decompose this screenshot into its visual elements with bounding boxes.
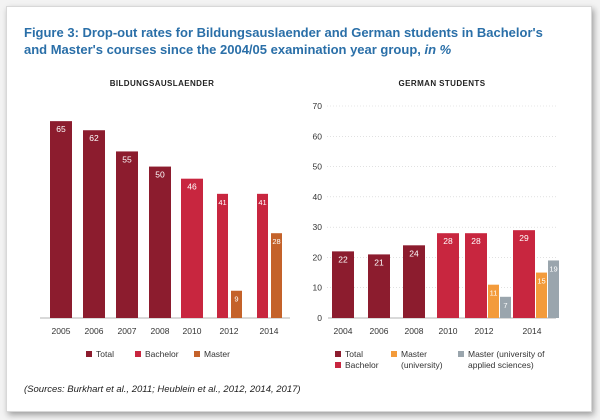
legend-swatch-master-university (391, 351, 397, 357)
legend-label-master-university-2: (university) (401, 360, 443, 370)
y-tick-label: 10 (313, 283, 323, 293)
title-main: Figure 3: Drop-out rates for Bildungsaus… (24, 25, 543, 57)
y-tick-label: 0 (317, 313, 322, 323)
y-tick-label: 50 (313, 162, 323, 172)
data-label: 62 (89, 133, 99, 143)
data-label: 22 (338, 254, 348, 264)
y-tick-label: 20 (313, 252, 323, 262)
legend-label-master-uas: Master (university of (468, 349, 545, 359)
figure-title: Figure 3: Drop-out rates for Bildungsaus… (24, 24, 564, 58)
y-tick-label: 70 (313, 101, 323, 111)
bar-master (231, 290, 242, 318)
bar-master (271, 233, 282, 318)
y-tick-label: 40 (313, 192, 323, 202)
data-label: 28 (272, 237, 280, 246)
legend-label-bachelor: Bachelor (145, 349, 179, 359)
bar-bachelor (513, 230, 535, 318)
legend-label-master: Master (204, 349, 230, 359)
x-tick-label: 2006 (85, 326, 104, 336)
bar-bachelor (181, 178, 203, 318)
data-label: 21 (374, 257, 384, 267)
bar-bachelor (217, 193, 228, 318)
legend-label-master-uas-2: applied sciences) (468, 360, 534, 370)
x-tick-label: 2006 (370, 326, 389, 336)
x-tick-label: 2012 (220, 326, 239, 336)
title-unit: in % (424, 42, 452, 57)
x-tick-label: 2014 (260, 326, 279, 336)
x-tick-label: 2007 (118, 326, 137, 336)
bar-master-university-of-applied-sciences- (548, 260, 559, 318)
bar-total (332, 251, 354, 318)
y-tick-label: 60 (313, 131, 323, 141)
x-tick-label: 2010 (439, 326, 458, 336)
data-label: 41 (258, 198, 266, 207)
bar-total (116, 151, 138, 318)
legend-swatch-master-uas (458, 351, 464, 357)
x-tick-label: 2005 (52, 326, 71, 336)
data-label: 19 (549, 264, 557, 273)
data-label: 7 (503, 301, 507, 310)
bar-master-university-of-applied-sciences- (500, 296, 511, 318)
bar-bachelor (465, 233, 487, 318)
y-tick-label: 30 (313, 222, 323, 232)
data-label: 9 (234, 295, 238, 304)
legend-label-total: Total (96, 349, 114, 359)
data-label: 46 (187, 182, 197, 192)
data-label: 15 (537, 277, 545, 286)
bar-bachelor (437, 233, 459, 318)
bar-total (403, 245, 425, 318)
x-tick-label: 2008 (405, 326, 424, 336)
data-label: 50 (155, 170, 165, 180)
x-tick-label: 2014 (523, 326, 542, 336)
panel-title-0: BILDUNGSAUSLAENDER (110, 79, 215, 88)
panel-title-1: GERMAN STUDENTS (399, 79, 486, 88)
x-tick-label: 2010 (183, 326, 202, 336)
x-tick-label: 2012 (475, 326, 494, 336)
data-label: 65 (56, 124, 66, 134)
data-label: 24 (409, 248, 419, 258)
bar-total (83, 130, 105, 318)
data-label: 55 (122, 154, 132, 164)
legend-swatch-master (194, 351, 200, 357)
bar-master-university- (536, 272, 547, 318)
x-tick-label: 2004 (334, 326, 353, 336)
legend-label-total: Total (345, 349, 363, 359)
bar-bachelor (257, 193, 268, 318)
legend-swatch-bachelor (135, 351, 141, 357)
x-tick-label: 2008 (151, 326, 170, 336)
legend-label-bachelor: Bachelor (345, 360, 379, 370)
data-label: 28 (443, 236, 453, 246)
bar-total (50, 121, 72, 319)
bar-total (368, 254, 390, 318)
bar-total (149, 166, 171, 318)
legend-swatch-bachelor (335, 362, 341, 368)
legend-label-master-university: Master (401, 349, 427, 359)
legend-swatch-total (335, 351, 341, 357)
bar-master-university- (488, 284, 499, 318)
data-label: 28 (471, 236, 481, 246)
data-label: 41 (218, 198, 226, 207)
legend-swatch-total (86, 351, 92, 357)
source-note: (Sources: Burkhart et al., 2011; Heublei… (24, 384, 301, 395)
data-label: 11 (490, 289, 498, 298)
data-label: 29 (519, 233, 529, 243)
